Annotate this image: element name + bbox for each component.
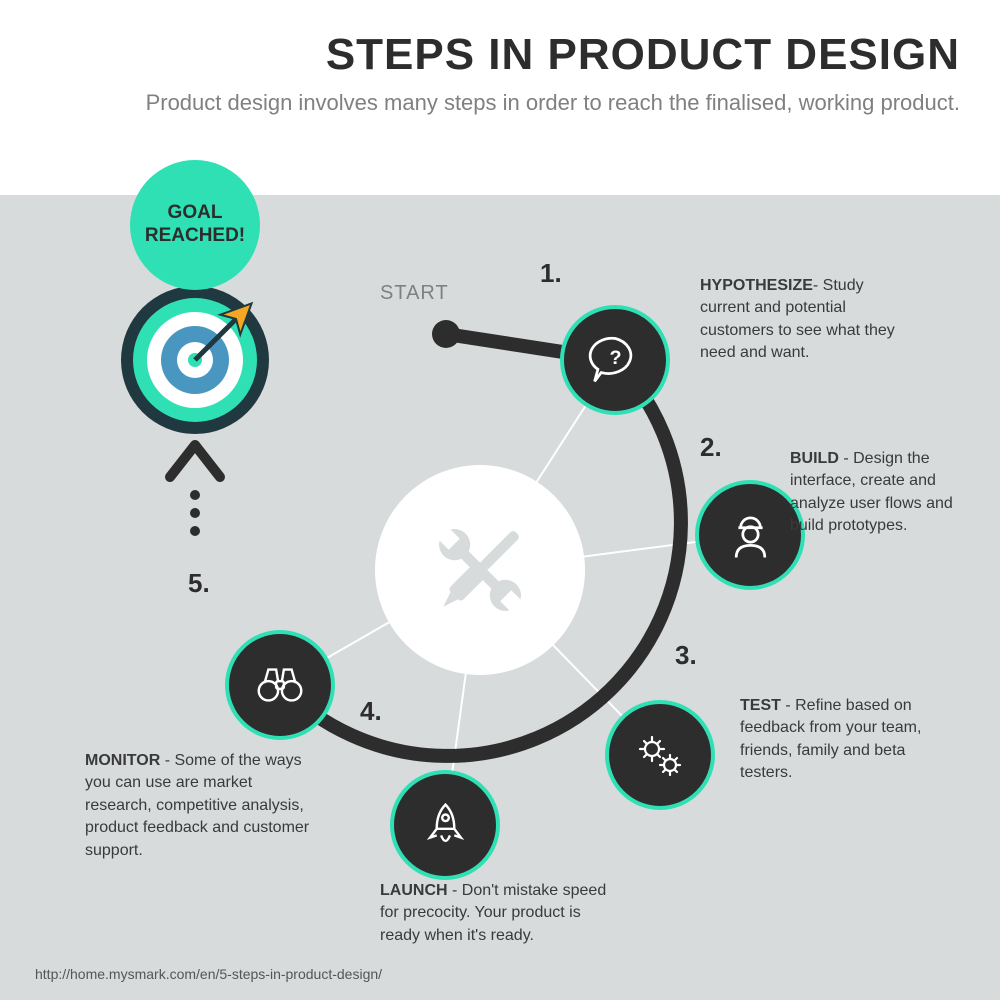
center-circle xyxy=(375,465,585,675)
step-3-number: 3. xyxy=(675,640,697,671)
step-4-text: LAUNCH - Don't mistake speed for precoci… xyxy=(380,880,620,947)
start-label: START xyxy=(380,282,449,305)
gears-icon xyxy=(630,725,690,785)
builder-icon xyxy=(723,508,778,563)
start-dot xyxy=(432,320,460,348)
arrow-up-icon xyxy=(160,435,230,575)
goal-badge: GOAL REACHED! xyxy=(130,160,260,290)
step-4-number: 4. xyxy=(360,696,382,727)
step-2-circle xyxy=(695,480,805,590)
goal-label: GOAL REACHED! xyxy=(140,202,250,248)
step-3-text: TEST - Refine based on feedback from you… xyxy=(740,695,940,785)
step-2-number: 2. xyxy=(700,432,722,463)
step-1-number: 1. xyxy=(540,258,562,289)
svg-text:?: ? xyxy=(609,346,621,368)
target-icon xyxy=(115,280,275,440)
step-3-circle xyxy=(605,700,715,810)
step-5-circle xyxy=(225,630,335,740)
rocket-icon xyxy=(418,798,473,853)
question-bubble-icon: ? xyxy=(588,333,643,388)
step-5-text: MONITOR - Some of the ways you can use a… xyxy=(85,750,310,862)
step-2-text: BUILD - Design the interface, create and… xyxy=(790,448,965,538)
step-4-circle xyxy=(390,770,500,880)
binoculars-icon xyxy=(251,656,309,714)
step-1-circle: ? xyxy=(560,305,670,415)
source-url: http://home.mysmark.com/en/5-steps-in-pr… xyxy=(35,966,382,982)
step-1-text: HYPOTHESIZE- Study current and potential… xyxy=(700,275,900,365)
diagram-area: START ? 1. HYPOTHESIZE- Study current an… xyxy=(0,0,1000,1000)
tools-icon xyxy=(415,505,545,635)
